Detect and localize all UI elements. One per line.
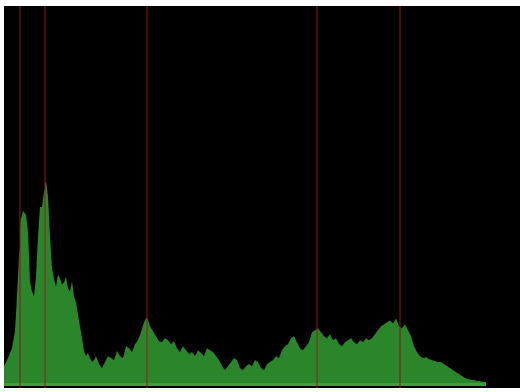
area-fill — [4, 181, 486, 386]
plot-area — [4, 6, 520, 388]
chart-svg — [4, 6, 486, 388]
baseline-strip — [4, 383, 486, 386]
marker-lines — [19, 6, 401, 388]
area-series — [4, 181, 486, 386]
